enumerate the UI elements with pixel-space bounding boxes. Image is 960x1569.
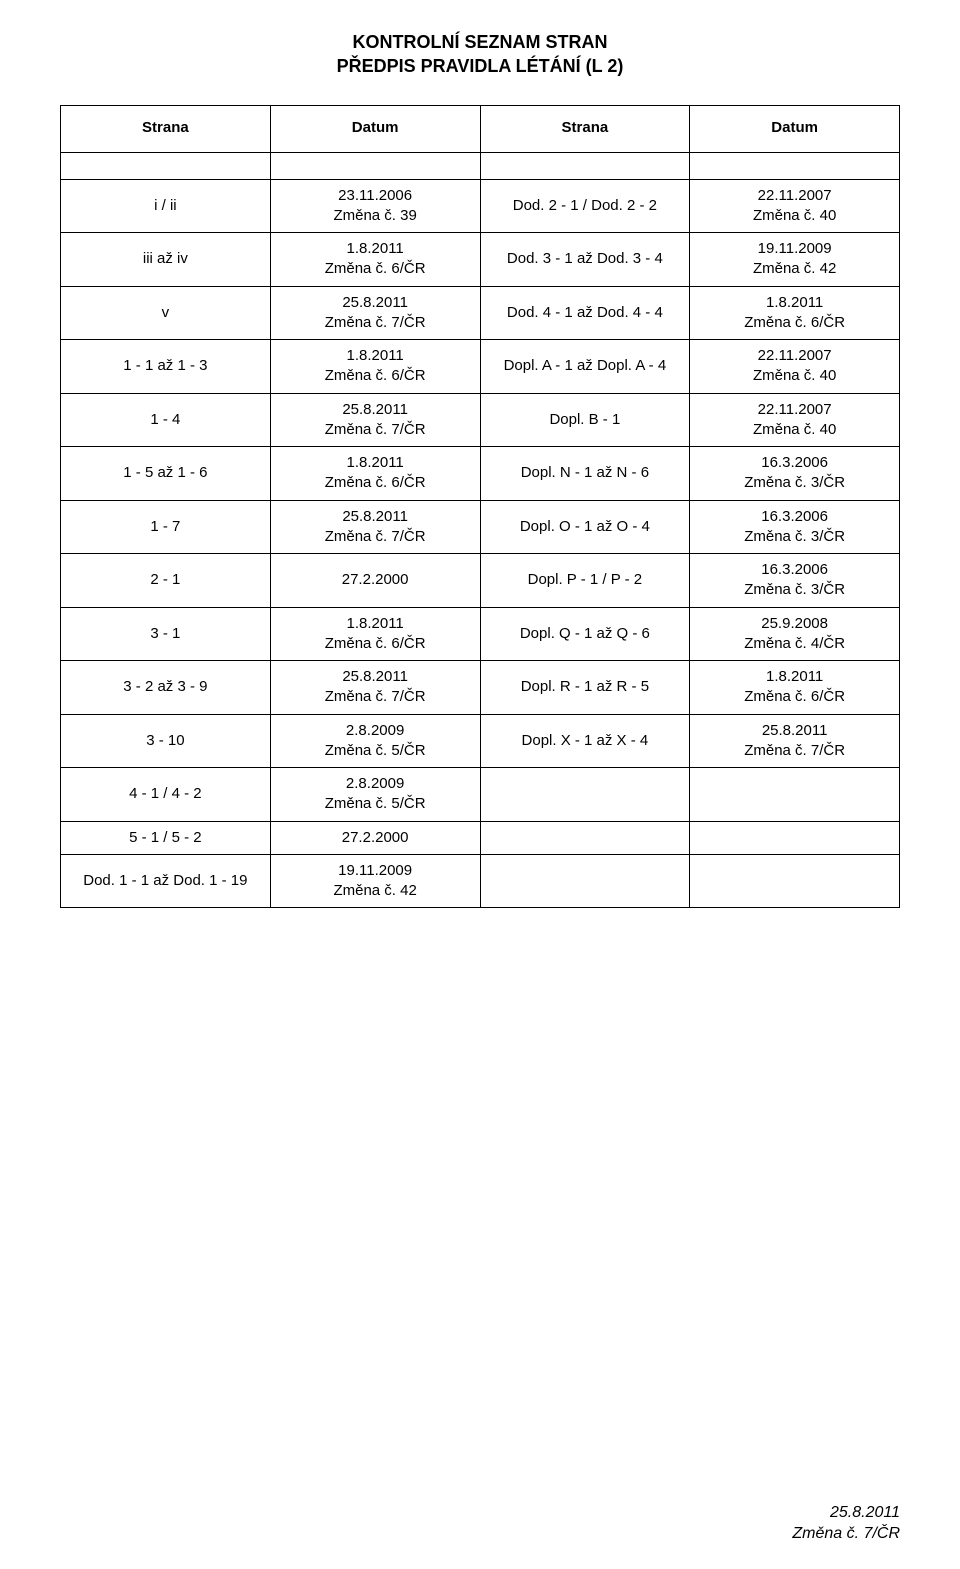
cell-datum-right: 19.11.2009Změna č. 42 [690, 233, 900, 287]
cell-datum-left: 25.8.2011Změna č. 7/ČR [270, 661, 480, 715]
cell-strana-right [480, 821, 690, 854]
cell-strana-left: 2 - 1 [61, 554, 271, 608]
table-row: i / ii23.11.2006Změna č. 39Dod. 2 - 1 / … [61, 179, 900, 233]
footer-line-2: Změna č. 7/ČR [792, 1525, 900, 1542]
cell-datum-right: 16.3.2006Změna č. 3/ČR [690, 554, 900, 608]
cell-strana-left: 1 - 7 [61, 500, 271, 554]
table-row: 3 - 102.8.2009Změna č. 5/ČRDopl. X - 1 a… [61, 714, 900, 768]
title-line-1: KONTROLNÍ SEZNAM STRAN [353, 32, 608, 52]
cell-strana-left: Dod. 1 - 1 až Dod. 1 - 19 [61, 854, 271, 908]
cell-strana-right: Dod. 2 - 1 / Dod. 2 - 2 [480, 179, 690, 233]
cell-strana-right: Dopl. B - 1 [480, 393, 690, 447]
cell-strana-left: 3 - 10 [61, 714, 271, 768]
table-row: v25.8.2011Změna č. 7/ČRDod. 4 - 1 až Dod… [61, 286, 900, 340]
cell-strana-left: i / ii [61, 179, 271, 233]
cell-datum-left: 1.8.2011Změna č. 6/ČR [270, 447, 480, 501]
cell-strana-right: Dopl. O - 1 až O - 4 [480, 500, 690, 554]
cell-strana-right: Dopl. Q - 1 až Q - 6 [480, 607, 690, 661]
cell-strana-left: 1 - 5 až 1 - 6 [61, 447, 271, 501]
table-body: i / ii23.11.2006Změna č. 39Dod. 2 - 1 / … [61, 179, 900, 908]
cell-strana-left: iii až iv [61, 233, 271, 287]
cell-datum-right [690, 768, 900, 822]
cell-datum-left: 2.8.2009Změna č. 5/ČR [270, 768, 480, 822]
cell-datum-left: 19.11.2009Změna č. 42 [270, 854, 480, 908]
cell-strana-left: 3 - 2 až 3 - 9 [61, 661, 271, 715]
cell-strana-left: 4 - 1 / 4 - 2 [61, 768, 271, 822]
table-header-row: Strana Datum Strana Datum [61, 105, 900, 152]
cell-datum-right: 25.8.2011Změna č. 7/ČR [690, 714, 900, 768]
cell-datum-left: 1.8.2011Změna č. 6/ČR [270, 607, 480, 661]
cell-datum-right: 16.3.2006Změna č. 3/ČR [690, 447, 900, 501]
table-row: 1 - 5 až 1 - 61.8.2011Změna č. 6/ČRDopl.… [61, 447, 900, 501]
cell-strana-right: Dopl. N - 1 až N - 6 [480, 447, 690, 501]
table-row: 3 - 11.8.2011Změna č. 6/ČRDopl. Q - 1 až… [61, 607, 900, 661]
cell-strana-right [480, 768, 690, 822]
cell-datum-right [690, 821, 900, 854]
cell-datum-right [690, 854, 900, 908]
cell-strana-left: 1 - 4 [61, 393, 271, 447]
cell-datum-right: 1.8.2011Změna č. 6/ČR [690, 286, 900, 340]
table-row: 1 - 725.8.2011Změna č. 7/ČRDopl. O - 1 a… [61, 500, 900, 554]
cell-strana-left: v [61, 286, 271, 340]
cell-strana-right: Dod. 3 - 1 až Dod. 3 - 4 [480, 233, 690, 287]
cell-datum-right: 22.11.2007Změna č. 40 [690, 340, 900, 394]
col-header-strana-2: Strana [480, 105, 690, 152]
cell-datum-left: 23.11.2006Změna č. 39 [270, 179, 480, 233]
title-line-2: PŘEDPIS PRAVIDLA LÉTÁNÍ (L 2) [337, 56, 624, 76]
table-row: 1 - 425.8.2011Změna č. 7/ČRDopl. B - 122… [61, 393, 900, 447]
cell-strana-right: Dopl. A - 1 až Dopl. A - 4 [480, 340, 690, 394]
col-header-strana-1: Strana [61, 105, 271, 152]
header-spacer-row [61, 152, 900, 179]
page: KONTROLNÍ SEZNAM STRAN PŘEDPIS PRAVIDLA … [0, 0, 960, 1569]
cell-datum-left: 27.2.2000 [270, 821, 480, 854]
cell-datum-left: 27.2.2000 [270, 554, 480, 608]
cell-datum-left: 1.8.2011Změna č. 6/ČR [270, 340, 480, 394]
table-row: 2 - 127.2.2000Dopl. P - 1 / P - 216.3.20… [61, 554, 900, 608]
table-row: iii až iv1.8.2011Změna č. 6/ČRDod. 3 - 1… [61, 233, 900, 287]
cell-datum-left: 2.8.2009Změna č. 5/ČR [270, 714, 480, 768]
cell-strana-right: Dopl. X - 1 až X - 4 [480, 714, 690, 768]
col-header-datum-1: Datum [270, 105, 480, 152]
cell-datum-left: 1.8.2011Změna č. 6/ČR [270, 233, 480, 287]
cell-strana-left: 3 - 1 [61, 607, 271, 661]
page-title: KONTROLNÍ SEZNAM STRAN PŘEDPIS PRAVIDLA … [60, 30, 900, 79]
table-row: 3 - 2 až 3 - 925.8.2011Změna č. 7/ČRDopl… [61, 661, 900, 715]
table-row: 5 - 1 / 5 - 227.2.2000 [61, 821, 900, 854]
table-row: 4 - 1 / 4 - 22.8.2009Změna č. 5/ČR [61, 768, 900, 822]
cell-datum-right: 16.3.2006Změna č. 3/ČR [690, 500, 900, 554]
cell-datum-left: 25.8.2011Změna č. 7/ČR [270, 500, 480, 554]
page-footer: 25.8.2011 Změna č. 7/ČR [792, 1502, 900, 1545]
cell-strana-right: Dopl. P - 1 / P - 2 [480, 554, 690, 608]
col-header-datum-2: Datum [690, 105, 900, 152]
main-table: Strana Datum Strana Datum i / ii23.11.20… [60, 105, 900, 909]
cell-datum-right: 22.11.2007Změna č. 40 [690, 179, 900, 233]
cell-datum-right: 1.8.2011Změna č. 6/ČR [690, 661, 900, 715]
table-row: 1 - 1 až 1 - 31.8.2011Změna č. 6/ČRDopl.… [61, 340, 900, 394]
cell-datum-right: 25.9.2008Změna č. 4/ČR [690, 607, 900, 661]
cell-datum-left: 25.8.2011Změna č. 7/ČR [270, 393, 480, 447]
cell-strana-right: Dopl. R - 1 až R - 5 [480, 661, 690, 715]
cell-strana-left: 1 - 1 až 1 - 3 [61, 340, 271, 394]
cell-datum-right: 22.11.2007Změna č. 40 [690, 393, 900, 447]
cell-datum-left: 25.8.2011Změna č. 7/ČR [270, 286, 480, 340]
table-row: Dod. 1 - 1 až Dod. 1 - 1919.11.2009Změna… [61, 854, 900, 908]
cell-strana-right [480, 854, 690, 908]
cell-strana-right: Dod. 4 - 1 až Dod. 4 - 4 [480, 286, 690, 340]
cell-strana-left: 5 - 1 / 5 - 2 [61, 821, 271, 854]
footer-line-1: 25.8.2011 [830, 1504, 900, 1521]
